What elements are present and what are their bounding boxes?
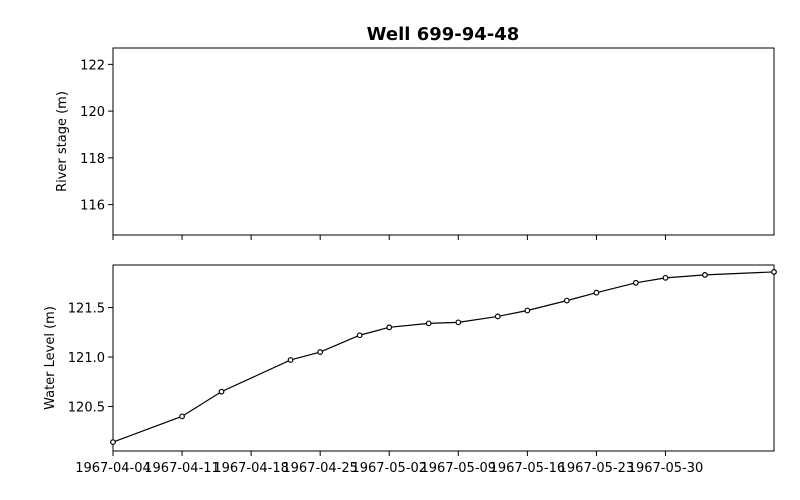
data-point: [563, 297, 570, 304]
y-tick-label: 120.5: [68, 400, 105, 415]
axes-frame: [112, 47, 775, 236]
data-point: [455, 319, 462, 326]
x-tick-label: 1967-05-16: [490, 461, 566, 476]
y-tick-label: 121.5: [68, 302, 105, 317]
river-stage-panel: 116 118 120 122 River stage (m): [55, 47, 775, 240]
data-point: [524, 307, 531, 314]
y-tick-label: 121.0: [68, 351, 105, 366]
x-tick-label: 1967-05-30: [628, 461, 704, 476]
data-point: [317, 349, 324, 355]
x-tick-label: 1967-05-09: [421, 461, 497, 476]
data-point: [593, 289, 600, 296]
y-tick-label: 116: [80, 199, 105, 214]
x-tick-label: 1967-04-25: [282, 461, 358, 476]
data-point: [425, 320, 432, 327]
y-tick-label: 120: [80, 105, 105, 120]
axes-frame: [112, 264, 775, 452]
water-level-panel: 120.5 121.0 121.5 Water Level (m) 1967-04-04…: [43, 264, 777, 476]
y-axis-label: Water Level (m): [43, 306, 58, 410]
data-point: [702, 271, 708, 278]
chart-title: Well 699-94-48: [367, 24, 520, 45]
data-point: [356, 332, 363, 339]
data-point: [110, 439, 116, 445]
x-tick-label: 1967-04-04: [75, 461, 151, 476]
x-tick-label: 1967-04-18: [213, 461, 289, 476]
data-point: [386, 324, 393, 331]
data-point: [218, 388, 225, 395]
y-tick-label: 118: [80, 152, 105, 167]
data-point: [494, 313, 501, 320]
y-tick-label: 122: [80, 58, 105, 73]
x-tick-label: 1967-05-02: [351, 461, 427, 476]
data-point: [287, 357, 294, 363]
water-level-line: [112, 271, 775, 443]
data-point: [771, 269, 777, 275]
x-tick-label: 1967-04-11: [144, 461, 220, 476]
data-point: [179, 413, 185, 420]
data-point: [662, 274, 669, 281]
data-point: [632, 279, 639, 286]
y-axis-label: River stage (m): [55, 91, 70, 192]
x-tick-label: 1967-05-23: [559, 461, 635, 476]
